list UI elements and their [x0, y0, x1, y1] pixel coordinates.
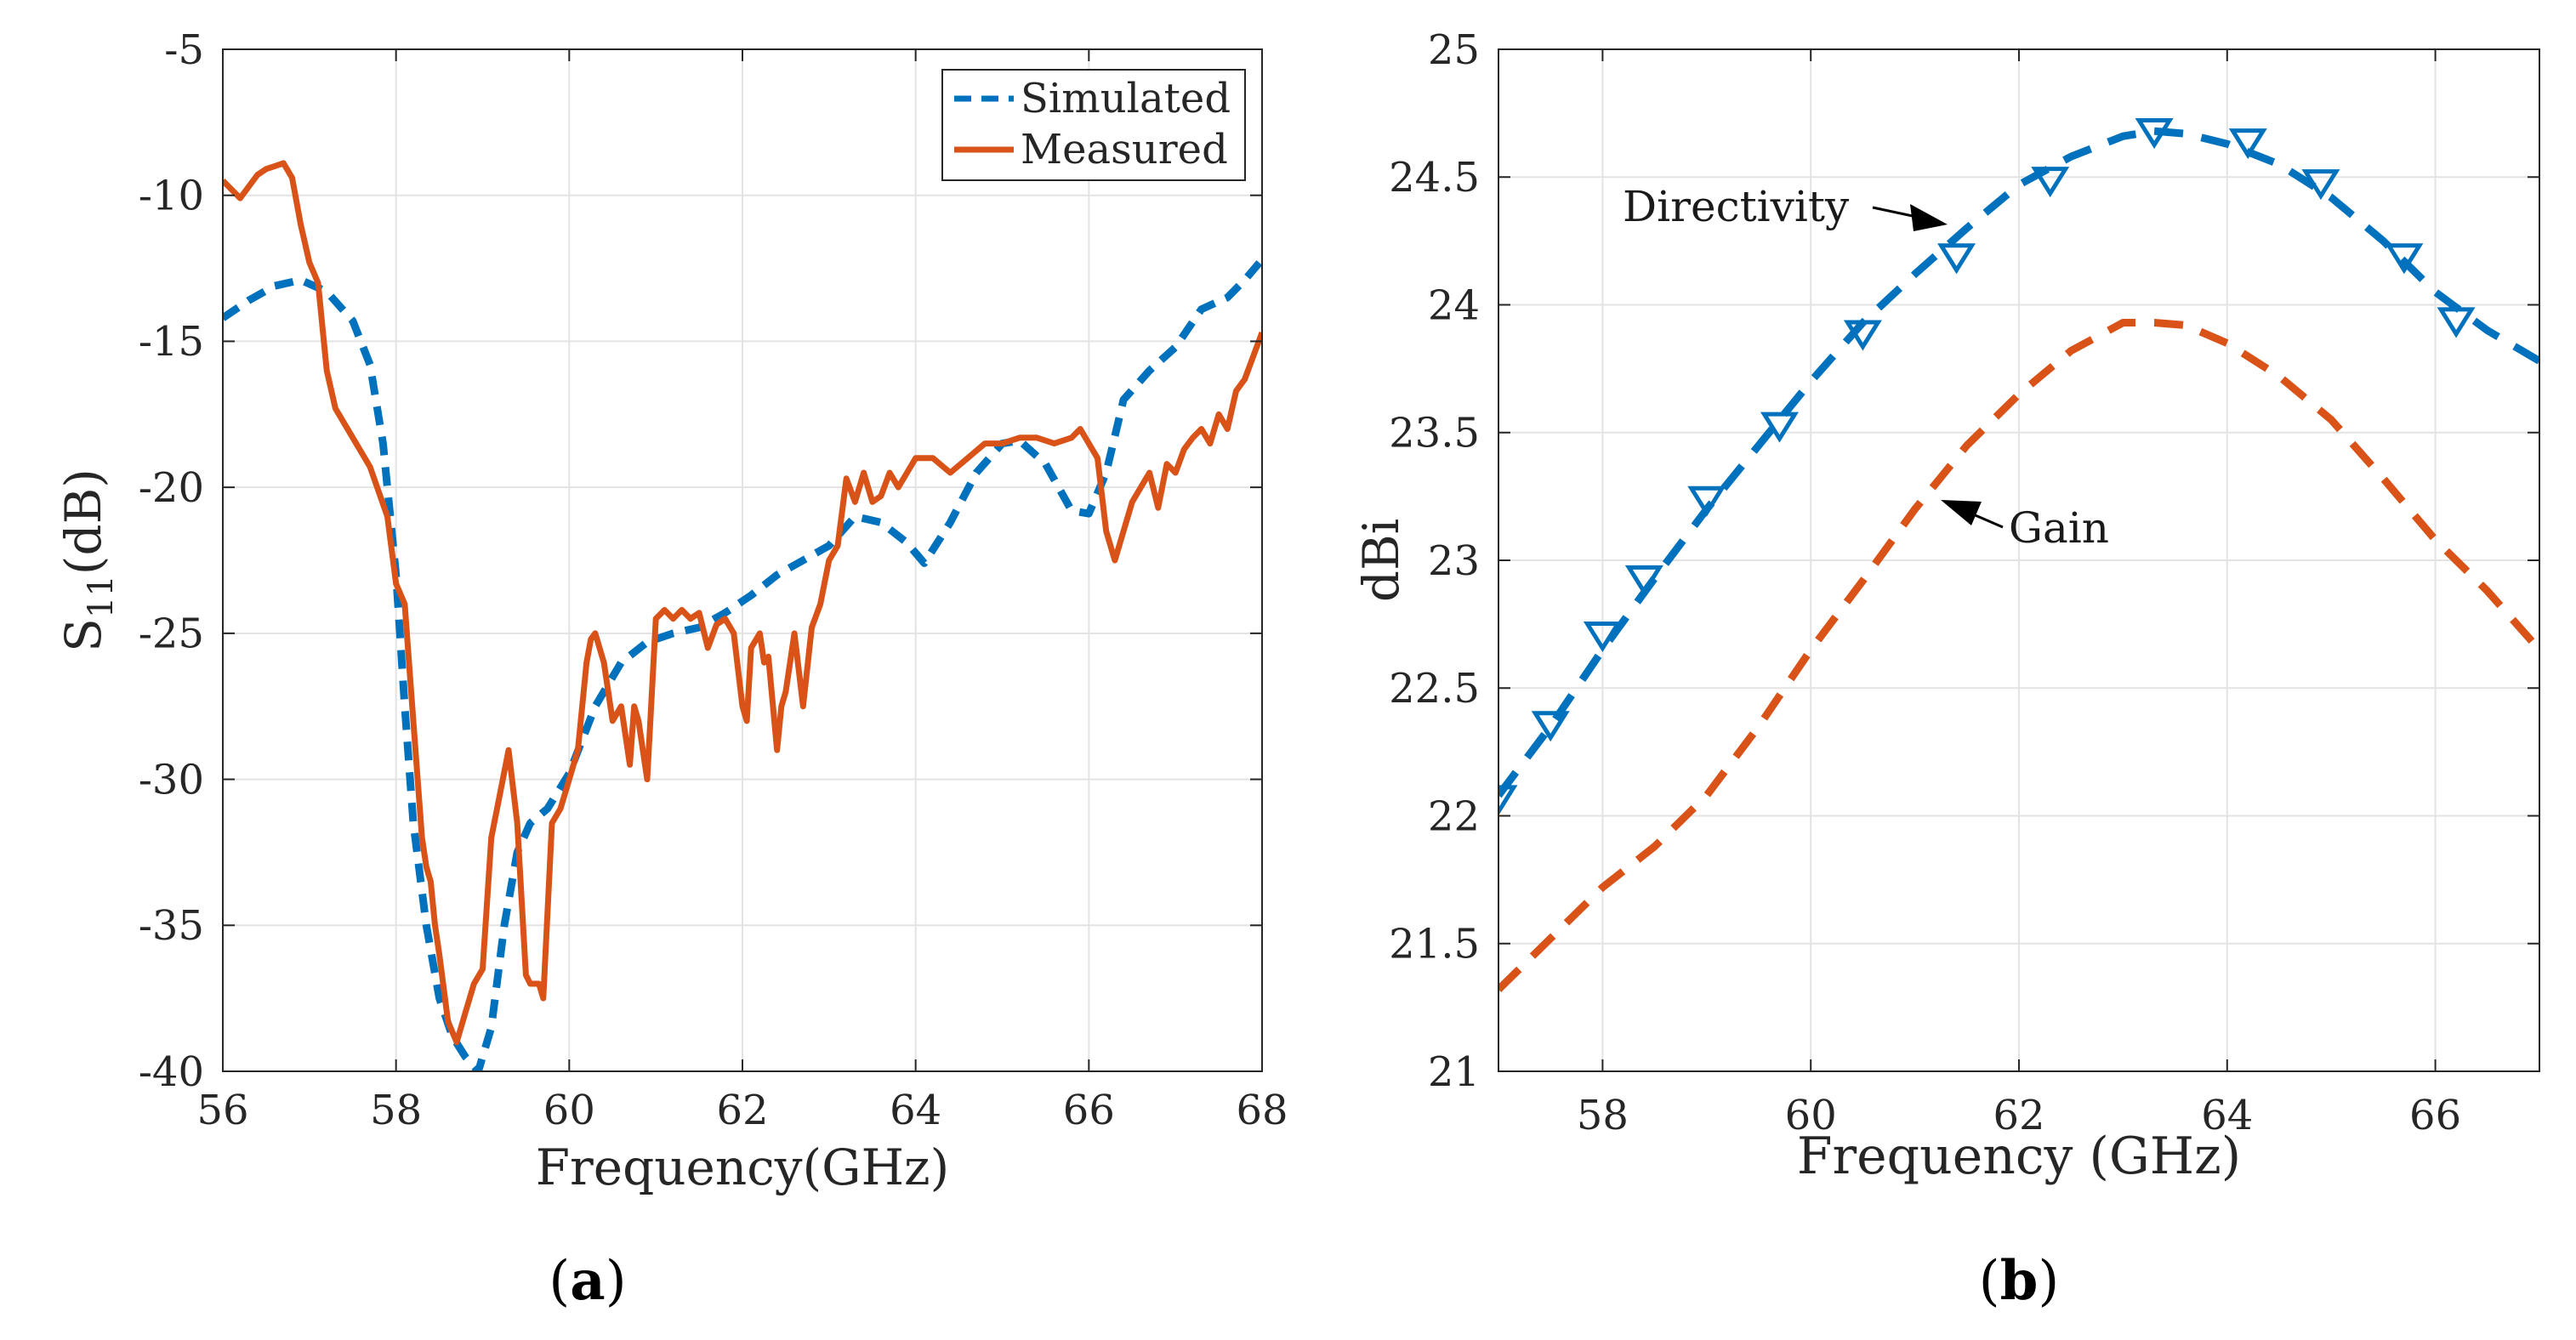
y-tick-label: -40 [139, 1048, 204, 1096]
panel-b-x-axis-title: Frequency (GHz) [1797, 1127, 2241, 1186]
panel-a-label: (a) [549, 1249, 626, 1313]
panel-b-label-letter: b [2000, 1249, 2039, 1313]
x-tick-label: 56 [196, 1087, 248, 1134]
legend-simulated-label: Simulated [1021, 75, 1231, 122]
directivity-marker [1937, 243, 1976, 275]
x-tick-label: 62 [716, 1087, 768, 1134]
panel-a-legend-box [941, 69, 1246, 181]
directivity-marker [2228, 128, 2267, 160]
y-tick-label: 24.5 [1389, 154, 1480, 202]
panel-a-grid [223, 49, 1262, 1071]
x-tick-label: 68 [1236, 1087, 1288, 1134]
panel-a-y-axis-title-suffix: (dB) [54, 468, 112, 575]
x-tick-label: 64 [2201, 1092, 2253, 1139]
panel-a-series [223, 160, 1262, 1071]
y-tick-label: 25 [1428, 26, 1480, 74]
panel-a-chart: 56 58 60 62 64 66 68 -5 -10 -15 -20 -25 -30 -35 -40 F… [54, 26, 1288, 1313]
panel-b-x-ticks: 58 60 62 64 66 [1577, 49, 2461, 1139]
y-tick-label: 21 [1428, 1048, 1480, 1096]
y-tick-label: 22.5 [1389, 665, 1480, 713]
y-tick-label: 22 [1428, 792, 1480, 840]
panel-a-label-letter: a [570, 1249, 605, 1313]
panel-a-y-axis-title: S11(dB) [54, 468, 121, 652]
x-tick-label: 60 [543, 1087, 595, 1134]
directivity-marker [2135, 118, 2174, 150]
y-tick-label: -25 [139, 610, 204, 658]
directivity-marker [1687, 485, 1726, 517]
panel-a-legend: Simulated Measured [941, 69, 1246, 181]
x-tick-label: 66 [2409, 1092, 2461, 1139]
y-tick-label: 24 [1428, 281, 1480, 329]
series-line-measured [223, 160, 1262, 1046]
panel-a-y-axis-title-main: S [54, 618, 112, 652]
panel-a-y-axis-title-subscript: 11 [82, 575, 121, 618]
x-tick-label: 60 [1785, 1092, 1837, 1139]
panel-a-x-ticks: 56 58 60 62 64 66 68 [196, 49, 1288, 1134]
x-tick-label: 58 [370, 1087, 422, 1134]
y-tick-label: -15 [139, 318, 204, 366]
y-tick-label: 21.5 [1389, 921, 1480, 968]
y-tick-label: 23 [1428, 537, 1480, 585]
x-tick-label: 64 [890, 1087, 941, 1134]
series-line-gain [1498, 319, 2539, 993]
x-tick-label: 62 [1993, 1092, 2044, 1139]
panel-b-y-axis-title: dBi [1352, 519, 1410, 602]
series-line-simulated [223, 257, 1262, 1071]
y-tick-label: -10 [139, 173, 204, 220]
directivity-annotation-label: Directivity [1623, 182, 1850, 231]
directivity-annotation: Directivity [1623, 182, 1948, 231]
directivity-marker [2385, 243, 2424, 275]
directivity-marker [2437, 307, 2476, 338]
directivity-marker [1624, 565, 1663, 596]
x-tick-label: 66 [1063, 1087, 1115, 1134]
y-tick-label: -20 [139, 464, 204, 512]
y-tick-label: -35 [139, 902, 204, 950]
legend-measured-label: Measured [1021, 126, 1228, 173]
panel-a-x-axis-title: Frequency(GHz) [536, 1138, 949, 1196]
directivity-marker [2301, 169, 2340, 201]
x-tick-label: 58 [1577, 1092, 1629, 1139]
panel-a-y-ticks: -5 -10 -15 -20 -25 -30 -35 -40 [139, 26, 1262, 1096]
y-tick-label: 23.5 [1389, 410, 1480, 457]
y-tick-label: -5 [164, 26, 204, 74]
gain-arrow-shaft [1970, 512, 2004, 529]
panel-b-y-ticks: 25 24.5 24 23.5 23 22.5 22 21.5 21 [1389, 26, 2539, 1096]
directivity-arrow-head [1910, 204, 1948, 231]
directivity-marker [1760, 412, 1799, 443]
directivity-marker [1843, 320, 1882, 351]
panel-b-grid [1498, 49, 2539, 1071]
gain-arrow-head [1941, 500, 1982, 525]
gain-annotation: Gain [1941, 500, 2109, 553]
directivity-marker [1583, 622, 1622, 653]
directivity-marker [1498, 785, 1518, 816]
directivity-marker [2031, 167, 2070, 198]
directivity-marker [1531, 711, 1570, 742]
panel-b-series [1498, 118, 2539, 993]
gain-annotation-label: Gain [2009, 503, 2109, 553]
panel-b-label: (b) [1979, 1249, 2060, 1313]
panel-b-chart: 58 60 62 64 66 25 24.5 24 23.5 23 22.5 22 21.5 21 Fr… [1352, 26, 2540, 1313]
y-tick-label: -30 [139, 756, 204, 803]
